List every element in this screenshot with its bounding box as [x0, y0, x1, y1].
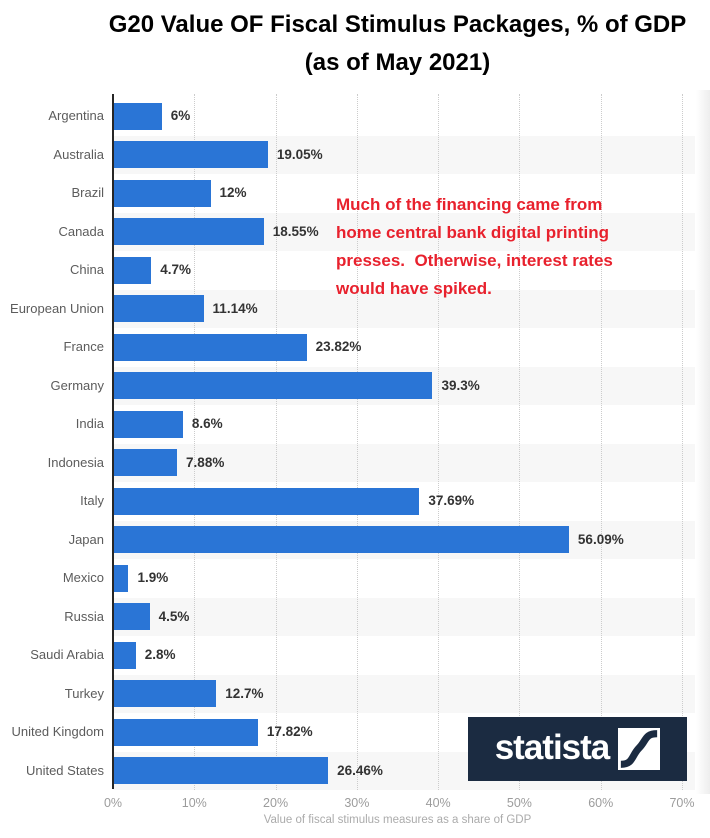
bar-value-label: 19.05%	[276, 146, 323, 162]
x-tick-label: 60%	[588, 796, 614, 810]
category-label: European Union	[10, 300, 104, 316]
x-tick-label: 30%	[344, 796, 370, 810]
category-label: Brazil	[71, 185, 104, 200]
statista-logo: statista	[468, 717, 687, 781]
bar	[113, 179, 211, 207]
page-edge-shadow	[696, 90, 710, 794]
category-label: France	[63, 339, 104, 354]
bar	[113, 487, 420, 515]
x-tick-label: 50%	[506, 796, 532, 810]
bar	[113, 680, 217, 708]
gridline	[275, 94, 277, 790]
category-label: Japan	[68, 531, 104, 547]
bar-value-label: 26.46%	[337, 762, 383, 778]
bar-value-label: 4.5%	[158, 608, 190, 624]
bar	[113, 564, 129, 592]
category-label: Italy	[80, 493, 104, 508]
bar	[113, 718, 258, 746]
row-stripe	[113, 597, 695, 636]
bar	[113, 141, 268, 169]
x-axis-caption: Value of fiscal stimulus measures as a s…	[263, 814, 532, 826]
gridline	[438, 94, 440, 790]
gridline	[194, 94, 196, 790]
row-stripe	[113, 443, 695, 482]
bar	[113, 526, 569, 554]
x-tick-label: 0%	[103, 796, 123, 810]
bar-value-label: 4.7%	[160, 262, 191, 277]
category-label: Australia	[53, 146, 104, 162]
bar-value-label: 56.09%	[577, 531, 624, 547]
statista-logo-text: statista	[494, 728, 611, 767]
bar-value-label: 17.82%	[266, 724, 313, 739]
bar-value-label: 18.55%	[272, 223, 319, 239]
category-label: Saudi Arabia	[30, 647, 104, 662]
bar	[113, 757, 329, 785]
bar-value-label: 12.7%	[225, 685, 264, 701]
bar-value-label: 6%	[170, 108, 191, 123]
bar	[113, 410, 183, 438]
chart-title: G20 Value OF Fiscal Stimulus Packages, %…	[90, 6, 705, 82]
bar	[113, 333, 307, 361]
category-label: Mexico	[62, 570, 104, 585]
x-tick-label: 70%	[669, 796, 695, 810]
category-label: United States	[25, 762, 104, 778]
category-label: Indonesia	[47, 454, 104, 470]
chart-title-line1: G20 Value OF Fiscal Stimulus Packages, %…	[108, 11, 687, 38]
bar-value-label: 12%	[219, 185, 247, 200]
bar	[113, 372, 433, 400]
gridline	[356, 94, 358, 790]
category-label: United Kingdom	[11, 724, 105, 739]
bar	[113, 603, 150, 631]
category-label: Turkey	[64, 685, 104, 701]
bar-value-label: 1.9%	[137, 570, 169, 585]
gridline	[682, 94, 683, 790]
bar	[113, 102, 162, 130]
category-label: Germany	[50, 377, 104, 393]
bar	[113, 218, 264, 246]
bar-value-label: 7.88%	[186, 454, 225, 470]
bar	[113, 449, 178, 477]
bar-value-label: 11.14%	[212, 300, 258, 316]
bar	[113, 256, 152, 284]
bar-value-label: 39.3%	[441, 377, 480, 393]
category-label: Canada	[58, 223, 104, 239]
x-tick-label: 10%	[181, 796, 207, 810]
bar	[113, 641, 136, 669]
bar-value-label: 37.69%	[428, 493, 475, 508]
annotation-text: Much of the financing came from home cen…	[336, 195, 613, 298]
statista-curve-icon	[618, 728, 661, 770]
category-label: Russia	[64, 608, 104, 624]
bar	[113, 295, 204, 323]
gridline	[600, 94, 602, 790]
x-tick-label: 20%	[263, 796, 289, 810]
bar-value-label: 8.6%	[191, 416, 223, 431]
gridline	[519, 94, 521, 790]
chart-title-line2: (as of May 2021)	[304, 49, 491, 76]
category-label: China	[70, 262, 104, 277]
bar-value-label: 23.82%	[315, 339, 362, 354]
y-axis-line	[112, 94, 114, 789]
category-label: India	[75, 416, 104, 431]
row-stripe	[113, 289, 695, 328]
bar-value-label: 2.8%	[144, 647, 176, 662]
x-tick-label: 40%	[425, 796, 451, 810]
category-label: Argentina	[48, 108, 104, 123]
